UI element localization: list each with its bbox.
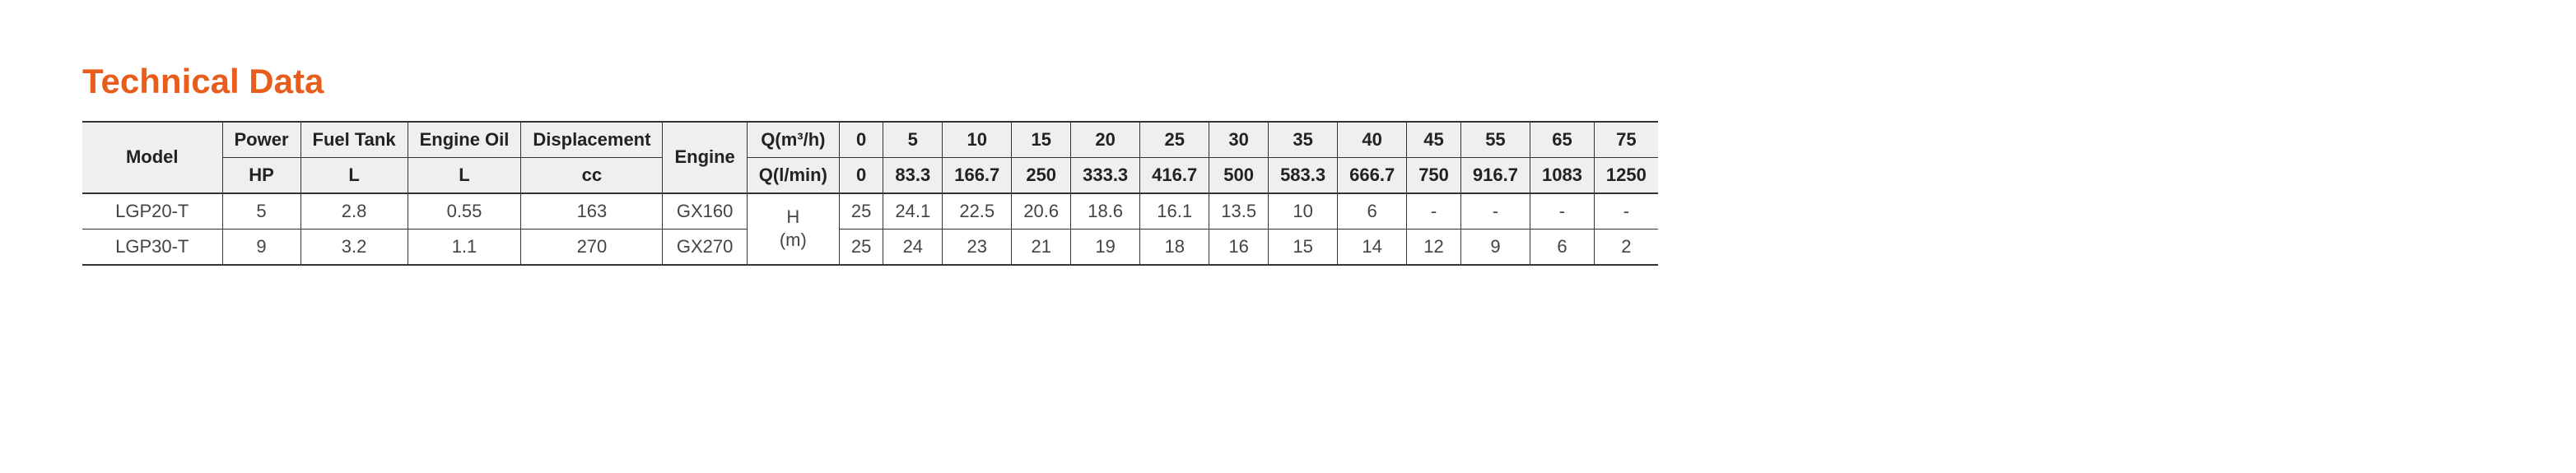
col-q-lmin: Q(l/min) <box>747 157 839 193</box>
unit-displacement: cc <box>521 157 663 193</box>
q-lmin-5: 416.7 <box>1140 157 1209 193</box>
cell-h: 9 <box>1460 229 1530 265</box>
q-m3h-11: 65 <box>1530 122 1594 158</box>
cell-engine: GX160 <box>663 193 747 230</box>
cell-h: 18 <box>1140 229 1209 265</box>
cell-h: - <box>1594 193 1657 230</box>
cell-h: - <box>1460 193 1530 230</box>
col-q-m3h: Q(m³/h) <box>747 122 839 158</box>
q-m3h-6: 30 <box>1209 122 1269 158</box>
q-lmin-9: 750 <box>1407 157 1461 193</box>
table-row: LGP20-T 5 2.8 0.55 163 GX160 H (m) 25 24… <box>82 193 1658 230</box>
section-title: Technical Data <box>82 62 2494 101</box>
q-lmin-2: 166.7 <box>943 157 1012 193</box>
q-m3h-7: 35 <box>1269 122 1338 158</box>
q-m3h-0: 0 <box>839 122 883 158</box>
cell-h: 16.1 <box>1140 193 1209 230</box>
cell-h: 22.5 <box>943 193 1012 230</box>
cell-engine: GX270 <box>663 229 747 265</box>
h-label-line2: (m) <box>780 230 807 250</box>
cell-h: 13.5 <box>1209 193 1269 230</box>
q-m3h-8: 40 <box>1338 122 1407 158</box>
col-fuel-tank: Fuel Tank <box>300 122 408 158</box>
technical-data-table: Model Power Fuel Tank Engine Oil Displac… <box>82 121 1658 266</box>
cell-displacement: 163 <box>521 193 663 230</box>
cell-model: LGP30-T <box>82 229 222 265</box>
q-lmin-8: 666.7 <box>1338 157 1407 193</box>
cell-h: 6 <box>1338 193 1407 230</box>
cell-h: 18.6 <box>1071 193 1140 230</box>
cell-h: 6 <box>1530 229 1594 265</box>
cell-model: LGP20-T <box>82 193 222 230</box>
cell-fuel-tank: 3.2 <box>300 229 408 265</box>
q-m3h-5: 25 <box>1140 122 1209 158</box>
cell-h: 21 <box>1012 229 1071 265</box>
cell-h: 25 <box>839 229 883 265</box>
table-row: LGP30-T 9 3.2 1.1 270 GX270 25 24 23 21 … <box>82 229 1658 265</box>
unit-engine-oil: L <box>408 157 521 193</box>
cell-displacement: 270 <box>521 229 663 265</box>
cell-fuel-tank: 2.8 <box>300 193 408 230</box>
cell-power: 9 <box>222 229 300 265</box>
cell-h: 12 <box>1407 229 1461 265</box>
cell-h: 24 <box>883 229 943 265</box>
unit-fuel-tank: L <box>300 157 408 193</box>
col-power: Power <box>222 122 300 158</box>
cell-h: - <box>1530 193 1594 230</box>
h-label-line1: H <box>786 206 799 227</box>
q-lmin-11: 1083 <box>1530 157 1594 193</box>
cell-h: 14 <box>1338 229 1407 265</box>
q-m3h-3: 15 <box>1012 122 1071 158</box>
q-lmin-4: 333.3 <box>1071 157 1140 193</box>
col-model: Model <box>82 122 222 193</box>
q-lmin-7: 583.3 <box>1269 157 1338 193</box>
q-m3h-2: 10 <box>943 122 1012 158</box>
cell-h: 20.6 <box>1012 193 1071 230</box>
cell-h: 24.1 <box>883 193 943 230</box>
q-lmin-0: 0 <box>839 157 883 193</box>
unit-power: HP <box>222 157 300 193</box>
q-m3h-9: 45 <box>1407 122 1461 158</box>
q-m3h-10: 55 <box>1460 122 1530 158</box>
cell-h: 23 <box>943 229 1012 265</box>
cell-h: - <box>1407 193 1461 230</box>
q-m3h-4: 20 <box>1071 122 1140 158</box>
col-engine-oil: Engine Oil <box>408 122 521 158</box>
q-lmin-1: 83.3 <box>883 157 943 193</box>
cell-h: 16 <box>1209 229 1269 265</box>
cell-h: 25 <box>839 193 883 230</box>
cell-engine-oil: 1.1 <box>408 229 521 265</box>
q-lmin-12: 1250 <box>1594 157 1657 193</box>
cell-h-label: H (m) <box>747 193 839 265</box>
q-m3h-12: 75 <box>1594 122 1657 158</box>
q-lmin-6: 500 <box>1209 157 1269 193</box>
cell-h: 2 <box>1594 229 1657 265</box>
cell-power: 5 <box>222 193 300 230</box>
cell-h: 19 <box>1071 229 1140 265</box>
cell-h: 10 <box>1269 193 1338 230</box>
q-lmin-10: 916.7 <box>1460 157 1530 193</box>
cell-engine-oil: 0.55 <box>408 193 521 230</box>
col-displacement: Displacement <box>521 122 663 158</box>
col-engine: Engine <box>663 122 747 193</box>
cell-h: 15 <box>1269 229 1338 265</box>
q-lmin-3: 250 <box>1012 157 1071 193</box>
q-m3h-1: 5 <box>883 122 943 158</box>
